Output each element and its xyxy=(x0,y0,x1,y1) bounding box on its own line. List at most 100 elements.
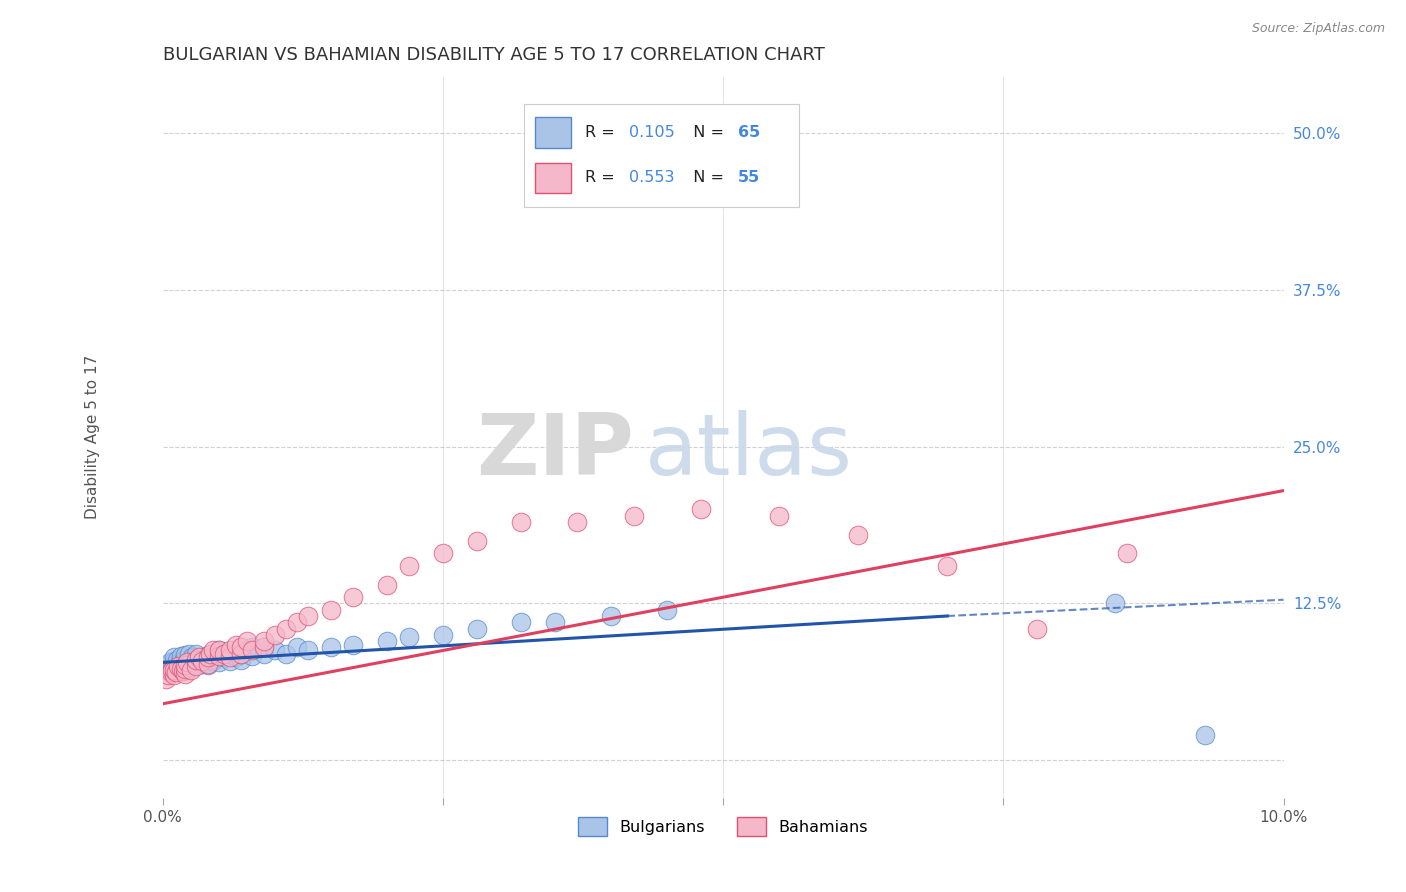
Point xyxy=(208,643,231,657)
Point xyxy=(198,647,221,661)
Point xyxy=(623,508,645,523)
Point xyxy=(186,657,208,672)
Point xyxy=(191,657,214,671)
Point xyxy=(375,634,398,648)
Text: 55: 55 xyxy=(738,170,761,186)
Point xyxy=(162,662,184,676)
Point xyxy=(186,653,208,667)
Point xyxy=(170,649,193,664)
Point xyxy=(174,653,197,667)
Text: BULGARIAN VS BAHAMIAN DISABILITY AGE 5 TO 17 CORRELATION CHART: BULGARIAN VS BAHAMIAN DISABILITY AGE 5 T… xyxy=(163,46,825,64)
Point xyxy=(167,659,190,673)
Point xyxy=(768,508,790,523)
Point xyxy=(253,640,276,655)
Bar xyxy=(536,118,571,148)
Point xyxy=(319,640,342,655)
Point xyxy=(242,643,264,657)
Point xyxy=(163,654,186,668)
Point xyxy=(159,656,181,670)
Text: atlas: atlas xyxy=(645,410,852,493)
Point xyxy=(297,609,319,624)
Point xyxy=(285,640,308,655)
Point xyxy=(183,659,205,673)
Point xyxy=(398,630,420,644)
Point xyxy=(197,653,219,667)
Point xyxy=(163,668,186,682)
Point xyxy=(236,643,259,657)
Point xyxy=(202,654,225,668)
Point xyxy=(155,659,177,673)
Point xyxy=(510,615,533,630)
Legend: Bulgarians, Bahamians: Bulgarians, Bahamians xyxy=(571,809,876,844)
Point xyxy=(231,640,253,655)
Point xyxy=(214,650,236,665)
Point xyxy=(846,527,869,541)
Point xyxy=(160,663,183,677)
Point xyxy=(208,656,231,670)
Point xyxy=(208,649,231,664)
Point xyxy=(176,656,198,670)
Point xyxy=(274,647,297,661)
Point xyxy=(165,657,187,671)
Bar xyxy=(536,162,571,194)
Point xyxy=(172,664,194,678)
Text: 0.553: 0.553 xyxy=(628,170,673,186)
Point xyxy=(163,657,186,672)
Point xyxy=(174,666,197,681)
Point xyxy=(197,657,219,671)
Point xyxy=(174,657,197,672)
Point xyxy=(274,622,297,636)
Point xyxy=(231,647,253,661)
Point xyxy=(510,515,533,529)
Point xyxy=(1104,597,1126,611)
Point xyxy=(342,590,364,604)
Point xyxy=(1115,546,1137,560)
Point xyxy=(157,663,180,677)
Point xyxy=(214,647,236,661)
Point xyxy=(465,622,488,636)
Point xyxy=(163,650,186,665)
Point xyxy=(186,659,208,673)
Point xyxy=(169,656,191,670)
Point xyxy=(180,663,202,677)
Point xyxy=(208,643,231,657)
Text: Source: ZipAtlas.com: Source: ZipAtlas.com xyxy=(1251,22,1385,36)
Point xyxy=(174,657,197,672)
Point xyxy=(159,665,181,680)
Point xyxy=(197,648,219,662)
Point xyxy=(231,653,253,667)
Point xyxy=(172,654,194,668)
Point xyxy=(231,647,253,661)
Point xyxy=(187,654,209,668)
Point xyxy=(174,648,197,662)
Point xyxy=(180,656,202,670)
Point xyxy=(167,659,190,673)
Point xyxy=(375,577,398,591)
Point xyxy=(285,615,308,630)
Point xyxy=(159,664,181,678)
Point xyxy=(155,672,177,686)
Point xyxy=(197,650,219,665)
Point xyxy=(177,647,200,661)
Point xyxy=(208,649,231,664)
Point xyxy=(225,650,247,665)
Point xyxy=(174,662,197,676)
Text: ZIP: ZIP xyxy=(475,410,634,493)
Text: R =: R = xyxy=(585,125,620,140)
Point xyxy=(166,653,188,667)
Point xyxy=(544,615,567,630)
Point xyxy=(219,650,242,665)
Point xyxy=(242,640,264,655)
Point xyxy=(186,653,208,667)
Text: N =: N = xyxy=(683,125,730,140)
Point xyxy=(655,603,678,617)
Point xyxy=(253,634,276,648)
Point xyxy=(191,654,214,668)
Point xyxy=(689,502,711,516)
Point xyxy=(225,638,247,652)
Point xyxy=(236,634,259,648)
Point xyxy=(264,643,287,657)
Point xyxy=(398,558,420,573)
Point xyxy=(174,662,197,676)
Text: N =: N = xyxy=(683,170,730,186)
